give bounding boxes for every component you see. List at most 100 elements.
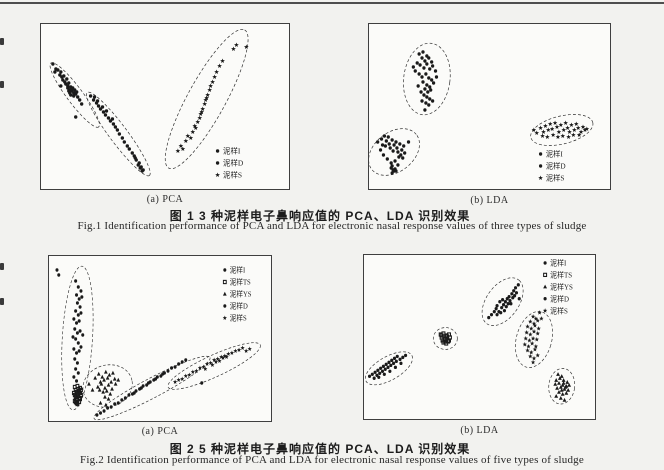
marker-dot — [543, 297, 547, 301]
marker-star — [538, 125, 543, 131]
marker-dot — [428, 85, 432, 89]
legend-label: 泥样S — [550, 306, 568, 315]
marker-star — [565, 125, 570, 131]
marker-dot — [166, 369, 170, 373]
marker-triangle — [105, 375, 110, 380]
marker-star — [208, 83, 213, 89]
marker-dot — [67, 89, 71, 93]
marker-dot — [498, 300, 502, 304]
marker-dot — [74, 337, 78, 341]
fig1-caption-zh: 图 1 3 种泥样电子鼻响应值的 PCA、LDA 识别效果 — [169, 209, 471, 223]
marker-dot — [384, 362, 388, 367]
marker-dot — [427, 103, 431, 107]
marker-dot — [388, 369, 392, 373]
marker-dot — [509, 302, 513, 306]
marker-dot — [387, 142, 391, 146]
marker-dot — [78, 305, 82, 309]
legend-label: 泥样S — [223, 170, 242, 180]
marker-dot — [75, 321, 79, 325]
marker-dot — [401, 355, 405, 360]
legend-label: 泥样I — [546, 150, 563, 159]
fig1-caption-en: Fig.1 Identification performance of PCA … — [77, 220, 587, 232]
fig1-pca-sublabel: (a) PCA — [146, 194, 184, 205]
marker-dot — [70, 87, 74, 91]
marker-dot — [419, 90, 423, 94]
marker-dot — [136, 163, 140, 167]
marker-dot — [72, 375, 76, 379]
legend-label: 泥样D — [230, 301, 248, 311]
marker-dot — [55, 268, 59, 272]
legend-label: 泥样D — [550, 294, 569, 303]
marker-dot — [396, 150, 400, 154]
marker-dot — [400, 148, 404, 152]
cluster-ellipse — [49, 62, 100, 128]
marker-dot — [177, 362, 181, 366]
marker-triangle — [561, 378, 566, 382]
marker-dot — [391, 361, 396, 366]
marker-dot — [78, 329, 82, 333]
marker-dot — [98, 411, 103, 415]
marker-dot — [69, 93, 73, 97]
legend-label: 泥样TS — [550, 270, 572, 279]
fig2-pca-plot: 泥样I 泥样TS 泥样YS 泥样D 泥样S — [48, 255, 272, 422]
marker-dot — [396, 163, 400, 167]
marker-triangle — [563, 385, 568, 389]
marker-star — [231, 46, 236, 52]
marker-star — [172, 379, 178, 385]
marker-star — [532, 323, 538, 328]
marker-star — [535, 352, 540, 358]
marker-dot — [110, 117, 115, 121]
marker-dot — [406, 140, 411, 144]
marker-star — [549, 126, 555, 132]
marker-star — [183, 138, 189, 144]
marker-dot — [430, 60, 434, 64]
marker-star — [201, 364, 206, 370]
marker-triangle — [557, 381, 561, 385]
marker-dot — [423, 108, 427, 112]
marker-triangle — [113, 381, 118, 386]
marker-star — [207, 87, 213, 93]
marker-dot — [500, 305, 504, 310]
marker-star — [194, 368, 199, 374]
marker-star — [582, 127, 588, 133]
marker-dot — [543, 261, 547, 265]
marker-square — [73, 399, 78, 405]
legend-label: 泥样TS — [230, 277, 251, 287]
marker-dot — [74, 309, 78, 313]
marker-dot — [380, 143, 385, 147]
marker-dot — [123, 396, 127, 400]
marker-triangle — [90, 387, 95, 392]
marker-triangle — [87, 381, 91, 386]
marker-square — [543, 272, 548, 278]
marker-star — [204, 361, 210, 367]
marker-dot — [495, 312, 499, 317]
marker-dot — [116, 401, 120, 405]
marker-star — [524, 330, 529, 335]
marker-dot — [100, 105, 105, 109]
marker-dot — [76, 313, 80, 317]
marker-dot — [127, 147, 131, 151]
fig2-lda-sublabel: (b) LDA — [460, 425, 499, 436]
scan-artifact — [0, 81, 4, 88]
marker-dot — [223, 304, 227, 308]
marker-star — [572, 127, 577, 133]
marker-star — [537, 310, 542, 315]
marker-dot — [73, 327, 77, 331]
marker-star — [543, 123, 548, 129]
marker-dot — [380, 369, 385, 373]
marker-triangle — [562, 397, 567, 402]
fig2-lda-plot: 泥样I 泥样TS 泥样YS 泥样D 泥样S — [363, 254, 596, 420]
marker-star — [528, 319, 533, 324]
marker-dot — [422, 93, 426, 97]
marker-star — [197, 365, 203, 371]
marker-dot — [426, 90, 430, 94]
marker-star — [556, 129, 562, 135]
marker-dot — [383, 144, 388, 148]
marker-star — [205, 92, 211, 98]
marker-dot — [398, 142, 402, 146]
marker-dot — [395, 354, 399, 359]
marker-dot — [138, 166, 142, 170]
marker-star — [584, 126, 590, 132]
marker-star — [531, 127, 537, 133]
marker-triangle — [561, 381, 566, 385]
